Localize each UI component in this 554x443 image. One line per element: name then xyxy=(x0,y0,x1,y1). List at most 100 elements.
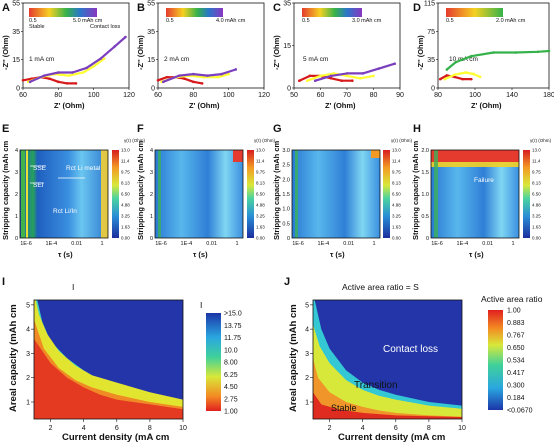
panel-c-xtick-label: 90 xyxy=(396,92,404,99)
panel-b-ticks: 60 80 100 120 0 15 35 55 xyxy=(147,1,270,100)
panel-a-series-2-point xyxy=(113,44,117,48)
panel-b-xtick-label: 60 xyxy=(154,92,162,99)
panel-c-series-1-point xyxy=(332,72,336,75)
panel-f-cbar-title: γ(τ) (Ohm) xyxy=(254,138,276,143)
panel-c-series-1-point xyxy=(345,74,349,78)
panel-g-ytick-label: 1.0 xyxy=(282,207,290,213)
panel-g-green-band xyxy=(295,150,298,238)
panel-c-curves xyxy=(298,62,397,83)
panel-a-series-0-point xyxy=(57,80,60,84)
panel-b-series-2-point xyxy=(234,68,238,71)
panel-c-series-1-point xyxy=(319,74,322,78)
panel-a-series-2-point xyxy=(57,71,60,74)
panel-a-contact-loss-note: Contact loss xyxy=(90,24,121,30)
panel-i-region-red xyxy=(34,338,183,419)
panel-b-series-2 xyxy=(162,68,237,83)
panel-a-series-1-point xyxy=(81,71,85,74)
panel-j-xtick-label: 2 xyxy=(328,425,332,432)
panel-g-label: G xyxy=(273,123,282,135)
panel-c-series-2-point xyxy=(345,72,349,75)
panel-e-cbar-tick: 3.25 xyxy=(121,214,130,219)
panel-i-xtick-label: 4 xyxy=(82,425,86,432)
panel-d-ytick-label: 115 xyxy=(424,1,435,8)
panel-c-series-0-point xyxy=(308,74,312,78)
panel-d-xtick-label: 140 xyxy=(506,92,518,99)
panel-c-scale-high: 3.0 mAh cm xyxy=(352,18,382,24)
panel-h-frame xyxy=(430,149,520,239)
panel-f-heatmap xyxy=(155,150,243,238)
panel-c-ylabel: -Z'' (Ohm) xyxy=(272,35,281,70)
panel-i-frame xyxy=(33,299,184,420)
panel-e-cbar-tick: 9.75 xyxy=(121,170,130,175)
panel-g-cbar-tick: 6.50 xyxy=(392,192,401,197)
panel-c-xtick-label: 80 xyxy=(370,92,378,99)
panel-h-ylabel: Stripping capacity (mAh cm xyxy=(411,140,420,240)
panel-f-xtick-label: 1E-6 xyxy=(155,241,167,247)
panel-g-colorbar-ticks: 0.00 1.63 3.25 4.88 6.50 8.13 9.75 11.4 13.0 xyxy=(392,148,401,241)
panel-g-xtick-label: 0.01 xyxy=(343,241,354,247)
panel-g-ylabel: Stripping capacity (mAh cm xyxy=(272,140,281,240)
panel-e-xtick-label: 1 xyxy=(100,241,103,247)
panel-i-colorbar-ticks: >15.0 13.75 11.75 10.0 8.00 6.25 4.50 2.75 1.00 xyxy=(224,311,242,416)
panel-b-scale-high: 4.0 mAh cm xyxy=(216,18,246,24)
panel-g-cbar-tick: 11.4 xyxy=(392,159,401,164)
panel-c-scale-low: 0.5 xyxy=(302,18,310,24)
panel-h-xtick-label: 1E-4 xyxy=(457,241,469,247)
panel-a-ytick-label: 15 xyxy=(12,57,20,64)
panel-e-ytick-label: 2 xyxy=(15,192,18,198)
panel-e-cbar-title: γ(τ) (Ohm) xyxy=(124,138,146,143)
panel-e-ann-sei: SEI xyxy=(33,182,44,189)
panel-h: H Failure γ(τ) (Ohm) 0.00 1.63 3.25 4.88 6.5… xyxy=(411,123,552,259)
panel-d-series-1-point xyxy=(472,72,475,76)
panel-a-ytick-label: 55 xyxy=(12,1,20,8)
panel-h-ytick-label: 0 xyxy=(426,236,429,242)
panel-d-frame xyxy=(437,2,550,89)
panel-d-series-2-point xyxy=(547,49,551,53)
panel-e-label: E xyxy=(2,123,9,135)
panel-b-rate-note: 2 mA cm xyxy=(164,56,189,63)
panel-f-green-band xyxy=(158,150,161,238)
panel-g-ytick-label: 2.5 xyxy=(282,163,290,169)
panel-f-cbar-tick: 8.13 xyxy=(256,181,265,186)
panel-h-ticks: 1E-6 1E-4 0.01 1 0 0.5 1.0 1.5 2.0 xyxy=(421,148,514,247)
panel-i-cbar-tick: 4.50 xyxy=(224,384,238,391)
panel-a-series-0-point xyxy=(65,82,69,85)
panel-j-xtick-label: 6 xyxy=(394,425,398,432)
panel-e-cbar-tick: 6.50 xyxy=(121,192,130,197)
panel-e-yellow-band xyxy=(26,150,28,238)
panel-f-ytick-label: 4 xyxy=(150,148,153,154)
panel-j-ytick-label: 4 xyxy=(305,327,309,334)
panel-g-xtick-label: 1E-4 xyxy=(318,241,330,247)
panel-a-xtick-label: 60 xyxy=(19,92,27,99)
panel-j-ytick-label: 5 xyxy=(305,302,309,309)
panel-i-title: I xyxy=(72,282,74,292)
panel-i-cbar-title: I xyxy=(200,300,202,310)
panel-j-cbar-tick: 0.300 xyxy=(507,383,525,390)
panel-g-xtick-label: 1 xyxy=(372,241,375,247)
panel-a-series-2 xyxy=(29,36,127,83)
panel-f-ticks: 1E-6 1E-4 0.01 1 0 1 2 3 4 xyxy=(150,148,239,247)
panel-b-xlabel: Z' (Ohm) xyxy=(189,101,220,110)
panel-h-ytick-label: 1.0 xyxy=(421,192,429,198)
panel-j-ytick-label: 3 xyxy=(305,351,309,358)
panel-i-cbar-tick: 10.0 xyxy=(224,347,238,354)
panel-h-cbar-tick: 9.75 xyxy=(532,170,541,175)
panel-d-series-1-point xyxy=(453,73,456,76)
panel-a-series-0-point xyxy=(21,78,25,82)
panel-d-series-2-point xyxy=(492,51,495,54)
panel-e-ytick-label: 0 xyxy=(15,236,18,242)
panel-d-curves xyxy=(438,49,551,81)
panel-b-series-0-point xyxy=(200,82,204,85)
panel-j-cbar-tick: <0.0670 xyxy=(507,408,533,415)
panel-b-series-1-point xyxy=(216,75,220,79)
panel-a-series-2-point xyxy=(85,66,88,70)
panel-h-xtick-label: 0.01 xyxy=(482,241,493,247)
panel-c-xlabel: Z' (Ohm) xyxy=(325,101,356,110)
panel-g-frame xyxy=(291,149,381,239)
panel-i-xtick-label: 6 xyxy=(115,425,119,432)
panel-e-xlabel: τ (s) xyxy=(58,250,73,259)
panel-d-series-1-point xyxy=(464,71,468,74)
panel-h-green-band xyxy=(434,150,438,238)
panel-g-cbar-title: γ(τ) (Ohm) xyxy=(391,138,413,143)
